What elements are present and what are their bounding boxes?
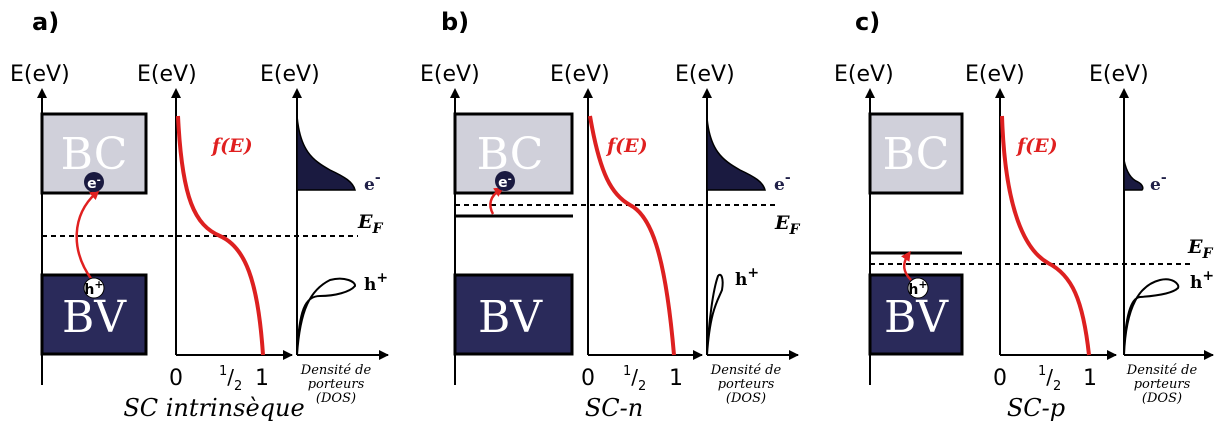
- panel-c-fermi-curve: [1000, 115, 1091, 356]
- panel-a-dos-label-1: Densité de: [300, 363, 372, 378]
- panel-a-hole-dos: [296, 277, 356, 356]
- panel-c-dos-label-3: (DOS): [1142, 391, 1182, 406]
- panel-c-dos-label-1: Densité de: [1126, 363, 1198, 378]
- panel-b-fermi-function-label: f(E): [605, 135, 648, 157]
- panel-a-hole: [83, 277, 105, 299]
- panel-a-label: a): [32, 8, 59, 36]
- panel-c-hole: [907, 277, 929, 299]
- panel-c-conduction-band-label: BC: [883, 129, 950, 180]
- panel-a-fermi-level-label: EF: [357, 211, 383, 237]
- panel-b-tick-1: 1: [669, 366, 683, 391]
- panel-b: b) E(eV) BC BV e- E(eV) f(E) 0 1/2 1 E(e…: [420, 8, 800, 422]
- panel-a-hole-dos-label: h+: [364, 270, 388, 295]
- panel-b-hole-dos: [706, 273, 724, 356]
- panel-c-fermi-function-label: f(E): [1015, 135, 1058, 157]
- panel-a-fermi-curve: [176, 115, 265, 356]
- panel-c-tick-half: 1/2: [1038, 364, 1061, 394]
- panel-b-fermi-curve: [588, 115, 676, 356]
- panel-b-dos-axis-title: E(eV): [675, 62, 735, 87]
- panel-a-band-axis-title: E(eV): [10, 62, 70, 87]
- panel-c-hole-symbol: h+: [908, 278, 927, 298]
- panel-c-fermi-level-label: EF: [1187, 236, 1213, 262]
- panel-b-electron-dos-label: e-: [774, 170, 791, 195]
- panel-a-valence-band-label: BV: [62, 292, 127, 343]
- panel-a-tick-1: 1: [255, 366, 269, 391]
- panel-a-electron-dos-label: e-: [364, 170, 381, 195]
- panel-a-dos-label-2: porteurs: [308, 377, 365, 392]
- panel-b-label: b): [441, 8, 469, 36]
- panel-a-fermi-axis-title: E(eV): [137, 62, 197, 87]
- panel-c-caption: SC-p: [1007, 394, 1065, 422]
- panel-b-caption: SC-n: [585, 394, 643, 422]
- panel-a-dos-label-3: (DOS): [316, 391, 356, 406]
- panel-b-valence-band-label: BV: [478, 292, 543, 343]
- panel-a-dos-axis-title: E(eV): [260, 62, 320, 87]
- panel-c-tick-1: 1: [1083, 366, 1097, 391]
- panel-b-excitation-arrow: [489, 187, 505, 215]
- panel-b-dos-label-2: porteurs: [718, 377, 775, 392]
- panel-c-fermi-axis-title: E(eV): [965, 62, 1025, 87]
- panel-c-tick-0: 0: [993, 366, 1007, 391]
- panel-c-label: c): [855, 8, 880, 36]
- panel-c-electron-dos-label: e-: [1150, 170, 1167, 195]
- panel-b-electron-dos: [706, 117, 766, 191]
- panel-a-electron-dos: [296, 115, 356, 191]
- panel-c: c) E(eV) BC BV h+ E(eV) f(E) 0 1/2 1 E(e…: [834, 8, 1214, 422]
- panel-b-fermi-axis-title: E(eV): [550, 62, 610, 87]
- panel-c-hole-dos: [1123, 278, 1180, 356]
- panel-c-hole-dos-label: h+: [1190, 268, 1214, 293]
- panel-b-dos-label-3: (DOS): [726, 391, 766, 406]
- panel-a-tick-half: 1/2: [219, 364, 242, 394]
- panel-a-electron-symbol: e-: [87, 175, 101, 192]
- panel-b-dos-label-1: Densité de: [710, 363, 782, 378]
- panel-b-hole-dos-label: h+: [735, 265, 759, 290]
- panel-a-caption: SC intrinsèque: [123, 394, 304, 422]
- panel-b-electron: [495, 171, 515, 191]
- panel-c-electron-dos: [1123, 159, 1144, 191]
- panel-b-tick-half: 1/2: [623, 364, 646, 394]
- panel-b-fermi-level-label: EF: [774, 212, 800, 238]
- panel-a-tick-0: 0: [169, 366, 183, 391]
- panel-c-band-axis-title: E(eV): [834, 62, 894, 87]
- panel-a-conduction-band-label: BC: [61, 129, 128, 180]
- panel-b-band-axis-title: E(eV): [420, 62, 480, 87]
- panel-b-valence-band: [453, 273, 574, 356]
- panel-b-conduction-band-label: BC: [477, 129, 544, 180]
- panel-b-electron-symbol: e-: [498, 174, 512, 191]
- panel-a-hole-symbol: h+: [84, 278, 103, 298]
- panel-a: a) E(eV) BC BV e- h+ E(eV) f(E) 0 1/2 1 …: [10, 8, 389, 422]
- panel-c-excitation-arrow: [901, 250, 912, 281]
- panel-a-electron: [84, 172, 104, 192]
- panel-c-dos-axis-title: E(eV): [1089, 62, 1149, 87]
- panel-a-fermi-function-label: f(E): [210, 135, 253, 157]
- panel-c-valence-band-label: BV: [884, 292, 949, 343]
- panel-b-tick-0: 0: [581, 366, 595, 391]
- panel-a-excitation-arrow: [75, 189, 100, 281]
- panel-c-conduction-band: [868, 112, 964, 195]
- panel-c-dos-label-2: porteurs: [1134, 377, 1191, 392]
